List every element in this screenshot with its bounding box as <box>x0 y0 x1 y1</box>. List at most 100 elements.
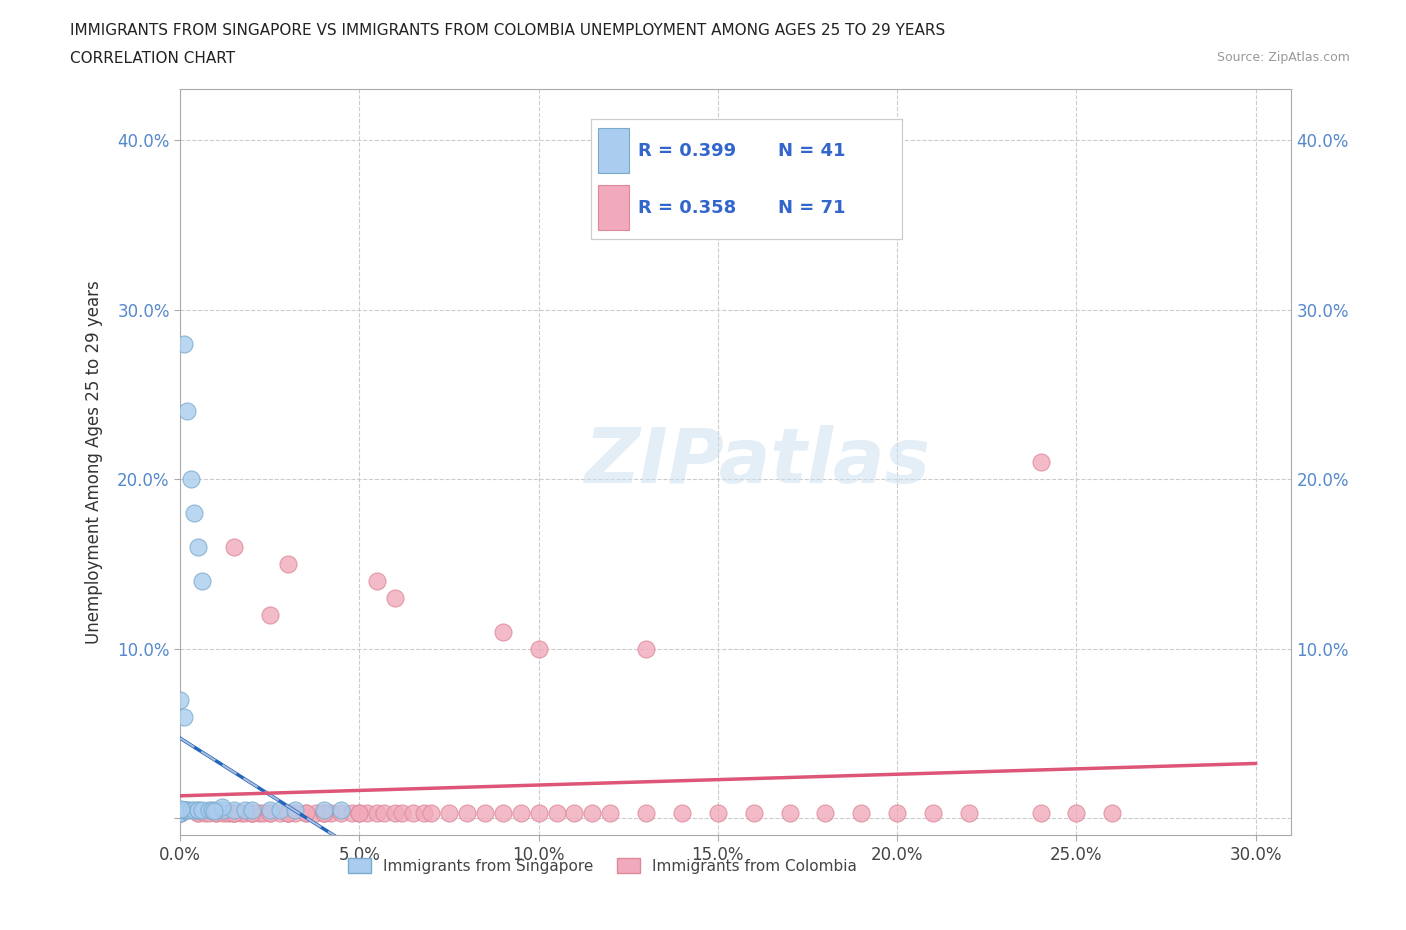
Point <box>169 803 191 817</box>
Point <box>356 805 378 820</box>
Point <box>173 803 195 817</box>
Point <box>169 692 191 707</box>
Point <box>222 805 245 820</box>
Point <box>205 805 228 820</box>
Point <box>222 803 245 817</box>
Point <box>319 805 342 820</box>
Point <box>312 803 335 817</box>
Point <box>277 557 299 572</box>
Point <box>581 805 603 820</box>
Point <box>391 805 413 820</box>
Point <box>169 803 191 817</box>
Point <box>384 591 406 605</box>
Point <box>305 805 328 820</box>
Point <box>252 805 274 820</box>
Point <box>194 805 217 820</box>
Point <box>240 803 263 817</box>
Point <box>259 805 281 820</box>
Point <box>169 805 191 820</box>
Point <box>366 805 388 820</box>
Point <box>212 803 235 817</box>
Point <box>277 805 299 820</box>
Point <box>187 539 209 554</box>
Point <box>636 642 658 657</box>
Point <box>173 803 195 817</box>
Point <box>247 805 270 820</box>
Point <box>492 624 515 639</box>
Point <box>201 803 224 817</box>
Point <box>197 803 219 817</box>
Text: ZIPatlas: ZIPatlas <box>585 425 931 499</box>
Text: CORRELATION CHART: CORRELATION CHART <box>70 51 235 66</box>
Text: Source: ZipAtlas.com: Source: ZipAtlas.com <box>1216 51 1350 64</box>
Point <box>269 803 291 817</box>
Point <box>173 710 195 724</box>
Point <box>922 805 945 820</box>
Point <box>240 805 263 820</box>
Point <box>312 805 335 820</box>
Point <box>169 805 191 820</box>
Point <box>456 805 478 820</box>
Point <box>509 805 531 820</box>
Point <box>437 805 460 820</box>
Point <box>190 803 212 817</box>
Point <box>474 805 496 820</box>
Point <box>779 805 801 820</box>
Point <box>222 805 245 820</box>
Point <box>180 472 202 486</box>
Point <box>851 805 873 820</box>
Point <box>229 805 252 820</box>
Point <box>330 803 353 817</box>
Point <box>886 805 908 820</box>
Point <box>349 805 371 820</box>
Point <box>259 607 281 622</box>
Point <box>205 803 228 817</box>
Point <box>215 805 238 820</box>
Point <box>240 805 263 820</box>
Point <box>173 337 195 352</box>
Point <box>564 805 586 820</box>
Point <box>1066 805 1088 820</box>
Point <box>169 805 191 820</box>
Point <box>1101 805 1123 820</box>
Point <box>527 805 550 820</box>
Point <box>420 805 443 820</box>
Point <box>269 805 291 820</box>
Point <box>211 800 233 815</box>
Point <box>284 803 307 817</box>
Point <box>176 803 198 817</box>
Point <box>259 803 281 817</box>
Point <box>222 805 245 820</box>
Point <box>312 805 335 820</box>
Point <box>330 805 353 820</box>
Point <box>340 805 363 820</box>
Point <box>233 803 256 817</box>
Point <box>222 539 245 554</box>
Point <box>240 805 263 820</box>
Point <box>176 404 198 418</box>
Point <box>284 805 307 820</box>
Point <box>277 805 299 820</box>
Point <box>402 805 425 820</box>
Point <box>187 803 209 817</box>
Point <box>312 805 335 820</box>
Point <box>1029 455 1052 470</box>
Point <box>180 803 202 817</box>
Point <box>277 805 299 820</box>
Point <box>187 805 209 820</box>
Point <box>169 805 191 820</box>
Point <box>169 803 191 817</box>
Point <box>546 805 568 820</box>
Point <box>366 574 388 589</box>
Point <box>294 805 316 820</box>
Point <box>671 805 693 820</box>
Point <box>183 506 205 521</box>
Point <box>814 805 837 820</box>
Point <box>169 803 191 817</box>
Point <box>187 805 209 820</box>
Point <box>197 805 219 820</box>
Point <box>373 805 395 820</box>
Text: IMMIGRANTS FROM SINGAPORE VS IMMIGRANTS FROM COLOMBIA UNEMPLOYMENT AMONG AGES 25: IMMIGRANTS FROM SINGAPORE VS IMMIGRANTS … <box>70 23 946 38</box>
Y-axis label: Unemployment Among Ages 25 to 29 years: Unemployment Among Ages 25 to 29 years <box>86 281 103 644</box>
Point <box>527 642 550 657</box>
